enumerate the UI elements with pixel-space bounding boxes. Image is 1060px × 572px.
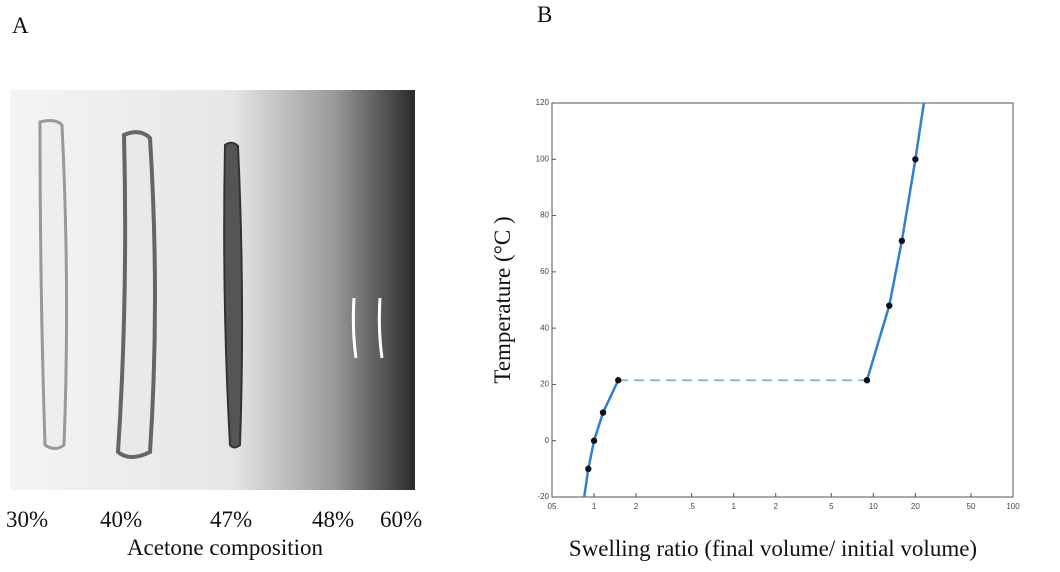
data-point xyxy=(912,156,919,163)
y-axis-label: Temperature (°C ) xyxy=(490,216,515,383)
data-point xyxy=(863,377,871,384)
x-tick-label: 10 xyxy=(869,502,878,511)
data-point xyxy=(590,437,598,444)
y-tick-label: 20 xyxy=(540,380,549,389)
curve xyxy=(865,103,926,381)
percent-label: 48% xyxy=(312,507,354,532)
x-tick-label: .5 xyxy=(688,502,695,511)
panel-label: A xyxy=(12,13,29,38)
x-tick-label: 100 xyxy=(1006,502,1020,511)
x-tick-label: 50 xyxy=(967,502,976,511)
data-point xyxy=(615,377,622,384)
tube xyxy=(351,297,358,359)
tube xyxy=(223,141,244,449)
x-tick-label: 2 xyxy=(774,502,779,511)
x-tick-label: 5 xyxy=(829,502,834,511)
percent-label: 47% xyxy=(210,507,252,532)
y-tick-label: -20 xyxy=(537,492,549,501)
y-tick-label: 0 xyxy=(545,436,550,445)
panel-label: B xyxy=(537,2,552,27)
x-tick-label: 2 xyxy=(634,502,639,511)
y-tick-label: 60 xyxy=(540,267,549,276)
percent-label: 40% xyxy=(100,507,142,532)
percent-label: 60% xyxy=(380,507,422,532)
percent-label: 30% xyxy=(6,507,48,532)
x-tick-label: 1 xyxy=(592,502,597,511)
x-tick-label: 05 xyxy=(548,502,557,511)
data-point xyxy=(585,465,592,473)
tube xyxy=(115,130,157,459)
plot-frame xyxy=(551,102,1014,498)
x-tick-label: 20 xyxy=(911,502,920,511)
tube xyxy=(377,297,384,359)
x-axis-label: Swelling ratio (final volume/ initial vo… xyxy=(569,536,977,561)
data-point xyxy=(898,237,906,245)
y-tick-label: 100 xyxy=(536,154,550,163)
y-tick-label: 40 xyxy=(540,323,549,332)
photo xyxy=(10,90,415,490)
data-point xyxy=(886,302,893,309)
caption: Acetone composition xyxy=(127,535,324,560)
y-tick-label: 80 xyxy=(540,211,549,220)
tube xyxy=(38,119,69,450)
curve xyxy=(582,379,620,497)
x-tick-label: 1 xyxy=(731,502,736,511)
y-tick-label: 120 xyxy=(536,98,550,107)
data-point xyxy=(599,409,607,416)
